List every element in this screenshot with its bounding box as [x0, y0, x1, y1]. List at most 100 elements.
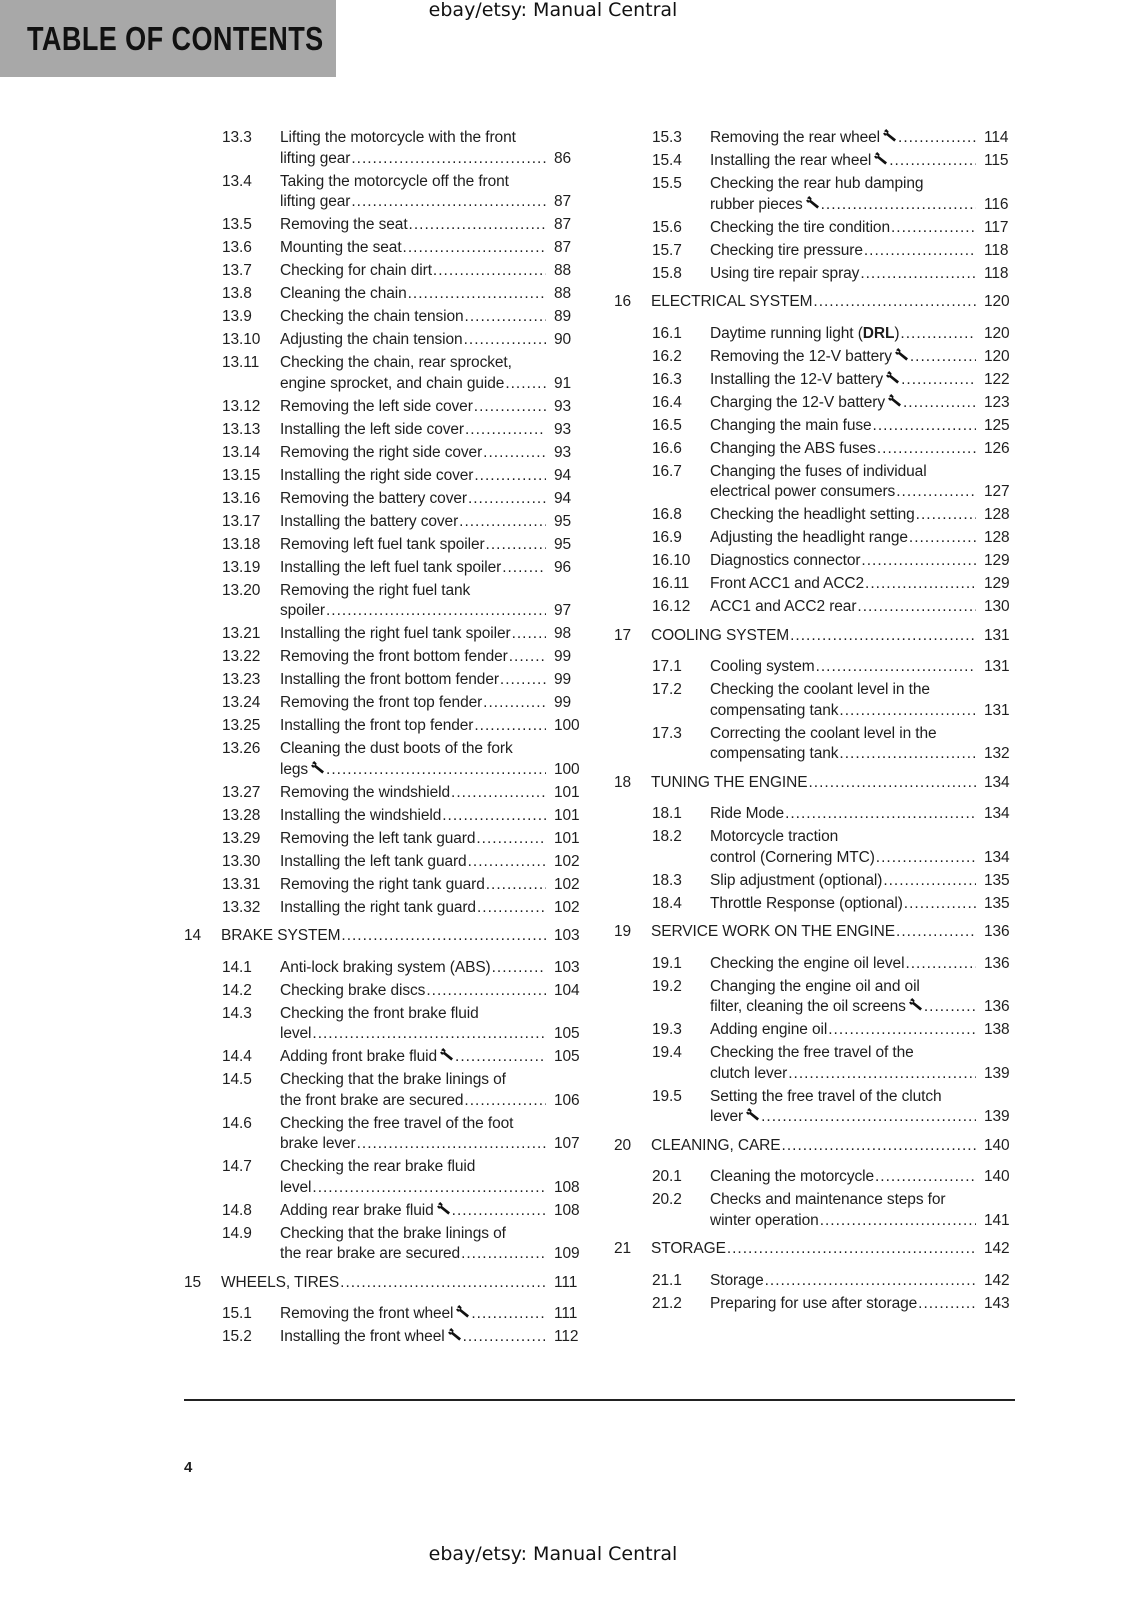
toc-chapter[interactable]: 14 BRAKE SYSTEM 103: [184, 926, 586, 947]
toc-entry[interactable]: 21.2 Preparing for use after storage 143: [614, 1294, 1016, 1315]
toc-entry[interactable]: 13.9 Checking the chain tension 89: [184, 307, 586, 328]
toc-entry[interactable]: 14.3 Checking the front brake fluid level 1…: [184, 1004, 586, 1045]
toc-entry[interactable]: 16.9 Adjusting the headlight range 128: [614, 528, 1016, 549]
toc-entry[interactable]: 13.16 Removing the battery cover 94: [184, 489, 586, 510]
toc-entry[interactable]: 13.3 Lifting the motorcycle with the fron…: [184, 128, 586, 169]
toc-entry-page[interactable]: 99: [554, 671, 572, 688]
toc-entry-page[interactable]: 122: [984, 370, 1010, 388]
toc-entry[interactable]: 14.4 Adding front brake fluid 105: [184, 1047, 586, 1068]
toc-entry-page[interactable]: 98: [554, 625, 572, 642]
toc-entry[interactable]: 19.4 Checking the free travel of the clutc…: [614, 1043, 1016, 1084]
toc-entry-page[interactable]: 130: [984, 598, 1010, 615]
toc-entry[interactable]: 16.10 Diagnostics connector 129: [614, 551, 1016, 572]
toc-entry[interactable]: 14.2 Checking brake discs 104: [184, 981, 586, 1002]
toc-entry[interactable]: 13.28 Installing the windshield 101: [184, 806, 586, 827]
toc-entry[interactable]: 13.14 Removing the right side cover 93: [184, 443, 586, 464]
toc-entry[interactable]: 17.3 Correcting the coolant level in the c…: [614, 724, 1016, 765]
toc-entry-page[interactable]: 139: [984, 1108, 1010, 1125]
toc-entry-page[interactable]: 102: [554, 852, 580, 870]
toc-entry[interactable]: 15.7 Checking tire pressure 118: [614, 241, 1016, 262]
toc-entry-page[interactable]: 120: [984, 347, 1010, 365]
toc-entry[interactable]: 14.1 Anti-lock braking system (ABS) 103: [184, 958, 586, 979]
toc-entry-page[interactable]: 100: [554, 717, 580, 734]
toc-entry-page[interactable]: 99: [554, 694, 572, 711]
toc-entry[interactable]: 14.8 Adding rear brake fluid 108: [184, 1201, 586, 1222]
toc-entry[interactable]: 18.1 Ride Mode 134: [614, 804, 1016, 825]
toc-chapter[interactable]: 17 COOLING SYSTEM 131: [614, 626, 1016, 647]
toc-entry[interactable]: 13.19 Installing the left fuel tank spoil…: [184, 558, 586, 579]
toc-entry-page[interactable]: 107: [554, 1135, 580, 1152]
toc-entry-page[interactable]: 143: [984, 1294, 1010, 1312]
toc-entry-page[interactable]: 127: [984, 483, 1010, 500]
toc-entry[interactable]: 13.11 Checking the chain, rear sprocket, e…: [184, 353, 586, 394]
toc-entry[interactable]: 13.25 Installing the front top fender 100: [184, 716, 586, 737]
toc-entry-page[interactable]: 96: [554, 558, 572, 576]
toc-entry[interactable]: 13.21 Installing the right fuel tank spoi…: [184, 624, 586, 645]
toc-entry[interactable]: 13.7 Checking for chain dirt 88: [184, 261, 586, 282]
toc-entry-page[interactable]: 95: [554, 512, 572, 530]
toc-entry[interactable]: 21.1 Storage 142: [614, 1271, 1016, 1292]
toc-entry-page[interactable]: 87: [554, 216, 572, 233]
toc-chapter[interactable]: 21 STORAGE 142: [614, 1239, 1016, 1260]
toc-entry-page[interactable]: 123: [984, 393, 1010, 411]
toc-entry-page[interactable]: 105: [554, 1048, 580, 1065]
toc-entry-page[interactable]: 101: [554, 829, 580, 847]
toc-entry-page[interactable]: 93: [554, 397, 572, 415]
toc-entry[interactable]: 15.6 Checking the tire condition 117: [614, 218, 1016, 239]
toc-entry-page[interactable]: 118: [984, 264, 1009, 282]
toc-entry[interactable]: 15.3 Removing the rear wheel 114: [614, 128, 1016, 149]
toc-entry-page[interactable]: 102: [554, 898, 580, 916]
toc-entry-page[interactable]: 88: [554, 285, 572, 302]
toc-entry-page[interactable]: 129: [984, 552, 1010, 569]
toc-entry-page[interactable]: 134: [984, 848, 1010, 866]
toc-entry[interactable]: 15.4 Installing the rear wheel 115: [614, 151, 1016, 172]
toc-entry[interactable]: 13.8 Cleaning the chain 88: [184, 284, 586, 305]
toc-entry[interactable]: 13.17 Installing the battery cover 95: [184, 512, 586, 533]
toc-entry-page[interactable]: 102: [554, 875, 580, 893]
toc-entry-page[interactable]: 94: [554, 489, 572, 507]
toc-entry[interactable]: 19.5 Setting the free travel of the clutc…: [614, 1087, 1016, 1128]
toc-entry[interactable]: 16.6 Changing the ABS fuses 126: [614, 439, 1016, 460]
toc-entry-page[interactable]: 116: [984, 195, 1009, 213]
toc-entry[interactable]: 16.11 Front ACC1 and ACC2 129: [614, 574, 1016, 595]
toc-entry-page[interactable]: 125: [984, 416, 1010, 434]
toc-entry[interactable]: 13.15 Installing the right side cover 94: [184, 466, 586, 487]
toc-entry[interactable]: 16.5 Changing the main fuse 125: [614, 416, 1016, 437]
toc-entry-page[interactable]: 103: [554, 958, 580, 976]
toc-entry[interactable]: 15.5 Checking the rear hub damping rubber …: [614, 174, 1016, 215]
toc-entry[interactable]: 13.13 Installing the left side cover 93: [184, 420, 586, 441]
toc-entry-page[interactable]: 93: [554, 420, 572, 438]
toc-chapter[interactable]: 20 CLEANING, CARE 140: [614, 1136, 1016, 1157]
toc-entry-page[interactable]: 106: [554, 1091, 580, 1109]
toc-entry-page[interactable]: 97: [554, 602, 572, 619]
toc-entry-page[interactable]: 109: [554, 1245, 580, 1262]
toc-entry[interactable]: 13.20 Removing the right fuel tank spoiler…: [184, 581, 586, 622]
toc-entry-page[interactable]: 90: [554, 331, 572, 348]
toc-entry[interactable]: 20.2 Checks and maintenance steps for wint…: [614, 1190, 1016, 1231]
toc-entry[interactable]: 16.4 Charging the 12-V battery 123: [614, 393, 1016, 414]
toc-entry-page[interactable]: 103: [554, 927, 580, 944]
toc-entry[interactable]: 13.4 Taking the motorcycle off the front l…: [184, 172, 586, 213]
toc-entry-page[interactable]: 120: [984, 324, 1010, 342]
toc-entry[interactable]: 13.23 Installing the front bottom fender 9…: [184, 670, 586, 691]
toc-entry[interactable]: 13.10 Adjusting the chain tension 90: [184, 330, 586, 351]
toc-entry[interactable]: 13.31 Removing the right tank guard 102: [184, 875, 586, 896]
toc-entry[interactable]: 13.30 Installing the left tank guard 102: [184, 852, 586, 873]
toc-entry-page[interactable]: 136: [984, 923, 1010, 940]
toc-entry-page[interactable]: 135: [984, 871, 1010, 889]
toc-entry-page[interactable]: 141: [984, 1211, 1010, 1229]
toc-entry-page[interactable]: 131: [984, 658, 1010, 675]
toc-entry[interactable]: 13.12 Removing the left side cover 93: [184, 397, 586, 418]
toc-entry[interactable]: 16.8 Checking the headlight setting 128: [614, 505, 1016, 526]
toc-entry-page[interactable]: 128: [984, 529, 1010, 546]
toc-entry-page[interactable]: 93: [554, 443, 572, 461]
toc-entry-page[interactable]: 89: [554, 308, 572, 325]
toc-entry-page[interactable]: 86: [554, 149, 572, 167]
toc-entry[interactable]: 14.7 Checking the rear brake fluid level 10…: [184, 1157, 586, 1198]
toc-entry-page[interactable]: 94: [554, 466, 572, 484]
toc-entry-page[interactable]: 115: [984, 152, 1009, 169]
toc-entry-page[interactable]: 117: [984, 218, 1009, 236]
toc-entry-page[interactable]: 108: [554, 1178, 580, 1196]
toc-entry-page[interactable]: 134: [984, 773, 1010, 791]
toc-entry-page[interactable]: 118: [984, 241, 1009, 259]
